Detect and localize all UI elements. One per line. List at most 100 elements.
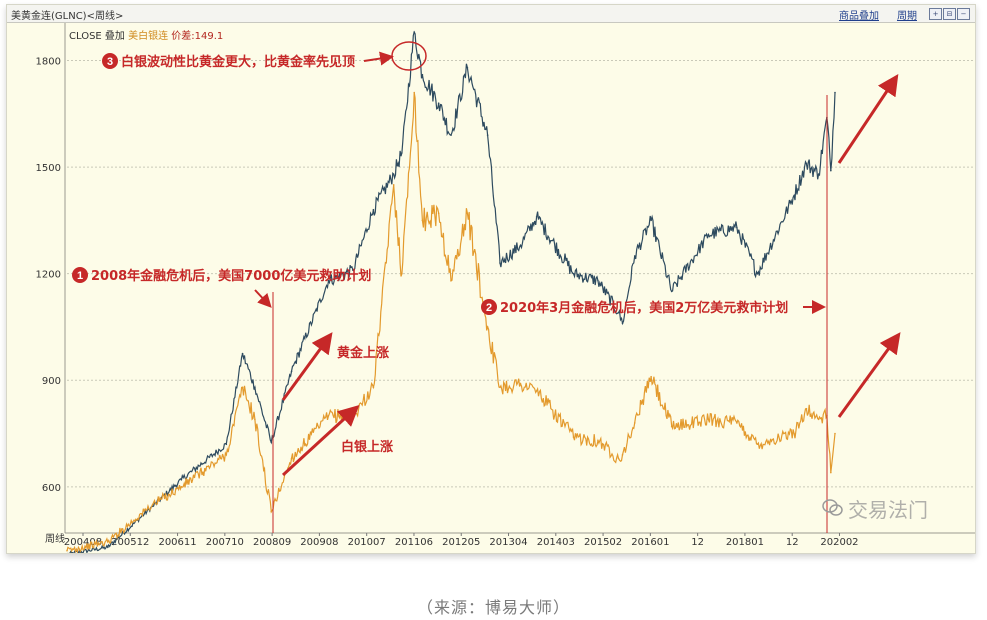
data-point	[413, 31, 416, 33]
data-point	[254, 418, 256, 421]
zoom-out-icon[interactable]: −	[957, 8, 970, 20]
data-point	[499, 262, 501, 264]
badge-2-label: 2	[486, 302, 492, 314]
x-tick-label: 201801	[726, 537, 764, 548]
x-tick-label: 201007	[348, 537, 386, 548]
annotation-2: 2020年3月金融危机后，美国2万亿美元救市计划	[500, 300, 788, 316]
data-point	[421, 219, 424, 222]
silver-peak-circle	[391, 41, 427, 71]
data-point	[486, 326, 489, 328]
annotation-1: 2008年金融危机后，美国7000亿美元救助计划	[91, 268, 371, 284]
data-point	[392, 184, 395, 186]
y-tick-label: 1500	[36, 163, 61, 174]
data-point	[633, 422, 636, 424]
data-point	[180, 486, 183, 488]
data-point	[372, 208, 375, 211]
data-point	[793, 432, 795, 435]
data-point	[535, 216, 538, 218]
chart-canvas: 600 900 1200 1500 1800 200408 200512 200611 200…	[36, 23, 975, 553]
data-point	[707, 233, 710, 236]
data-point	[450, 134, 452, 136]
data-point	[225, 454, 228, 456]
x-tick-label: 201601	[631, 537, 669, 548]
data-point	[254, 386, 256, 389]
series-lines	[66, 30, 836, 553]
silver-up-label: 白银上涨	[341, 439, 393, 455]
legend-spread: 价差:149.1	[171, 31, 224, 42]
data-point	[707, 418, 710, 421]
x-tick-label: 200809	[253, 537, 291, 548]
data-point	[519, 244, 522, 247]
arrow-gold-2020	[837, 74, 899, 164]
data-point	[793, 194, 795, 197]
data-point	[290, 370, 293, 373]
data-point	[519, 382, 522, 385]
data-point	[650, 375, 652, 378]
wechat-icon	[822, 499, 843, 516]
x-tick-label: 200408	[64, 537, 102, 548]
x-tick-label: 201304	[489, 537, 527, 548]
data-point	[805, 162, 808, 165]
data-point	[535, 390, 538, 392]
data-point	[621, 454, 624, 456]
badge-3-label: 3	[107, 56, 113, 68]
y-tick-label: 1800	[36, 57, 61, 68]
data-point	[327, 414, 330, 417]
x-tick-label: 200611	[158, 537, 196, 548]
chart-window: 600 900 1200 1500 1800 200408 200512 200611 200…	[6, 4, 976, 554]
data-point	[617, 311, 620, 314]
silver-price-line	[66, 92, 836, 553]
data-point	[225, 443, 228, 445]
data-point	[327, 279, 330, 282]
data-point	[486, 134, 489, 136]
y-tick-label: 1200	[36, 270, 61, 281]
data-point	[633, 255, 636, 257]
data-point	[290, 457, 293, 460]
data-point	[756, 443, 759, 445]
gridlines	[67, 60, 975, 488]
data-point	[270, 441, 273, 444]
split-icon[interactable]: ⊟	[943, 8, 956, 20]
data-point	[617, 457, 620, 460]
watermark-text: 交易法门	[848, 498, 928, 522]
x-tick-label: 200908	[300, 537, 338, 548]
legend-overlay: 叠加	[104, 31, 125, 42]
legend-silver: 美白银连	[128, 31, 169, 42]
data-point	[597, 279, 599, 282]
zoom-in-icon[interactable]: +	[929, 8, 942, 20]
data-point	[817, 418, 820, 421]
data-point	[180, 478, 183, 481]
badge-2	[481, 299, 497, 315]
data-point	[450, 279, 452, 282]
arrow-peak	[363, 51, 394, 66]
x-tick-label: 12	[786, 537, 799, 548]
y-tick-label: 900	[42, 376, 61, 387]
watermark: 交易法门	[822, 494, 928, 523]
period-button[interactable]: 周期	[897, 11, 917, 22]
data-point	[805, 407, 808, 410]
data-point	[670, 425, 673, 428]
window-title: 美黄金连(GLNC)<周线>	[11, 11, 124, 22]
data-point	[437, 212, 440, 215]
x-tick-label: 200512	[111, 537, 149, 548]
data-point	[401, 152, 403, 154]
x-axis: 200408 200512 200611 200710 200809 200908 2010…	[64, 533, 859, 548]
arrow-silver-up	[281, 404, 360, 477]
badge-1-label: 1	[77, 270, 83, 282]
data-point	[756, 272, 759, 275]
arrow-2008-event	[254, 289, 272, 308]
data-point	[151, 503, 154, 506]
x-tick-label: 12	[691, 537, 704, 548]
data-point	[107, 546, 109, 549]
y-tick-label: 600	[42, 483, 61, 494]
x-tick-label: 202002	[820, 537, 858, 548]
data-point	[66, 549, 68, 552]
badge-1	[72, 267, 88, 283]
x-tick-label: 201502	[584, 537, 622, 548]
x-tick-label: 201106	[395, 537, 433, 548]
data-point	[466, 66, 469, 69]
source-caption: （来源：博易大师）	[416, 598, 570, 617]
gold-up-label: 黄金上涨	[337, 345, 389, 361]
data-point	[817, 173, 820, 176]
overlay-button[interactable]: 商品叠加	[839, 11, 879, 22]
